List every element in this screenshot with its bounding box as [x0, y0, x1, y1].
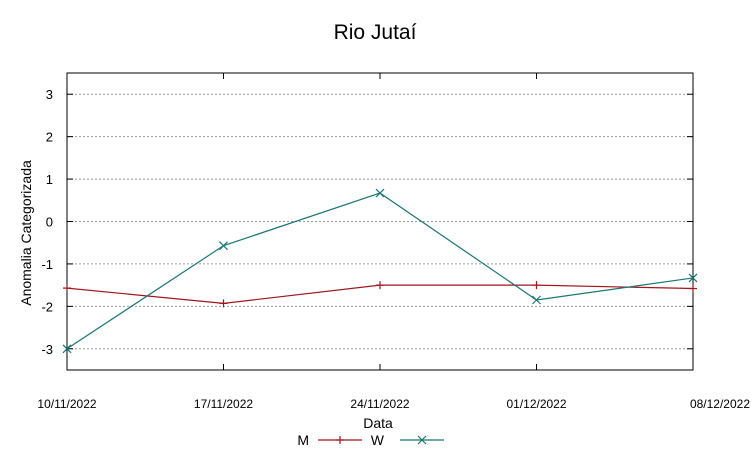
marker-stroke — [219, 241, 228, 251]
data-point-m — [376, 281, 384, 290]
series-line-w — [66, 192, 694, 350]
data-point-w — [688, 273, 698, 283]
legend-label-w: W — [371, 432, 385, 448]
data-point-w — [375, 188, 385, 198]
series-layer — [62, 188, 698, 354]
axis-ticks — [66, 73, 694, 370]
y-tick-label: -1 — [41, 257, 53, 272]
marker-stroke — [688, 273, 698, 283]
y-tick-label: 1 — [46, 172, 53, 187]
x-tick-label: 08/12/2022 — [690, 397, 750, 411]
marker-stroke — [62, 344, 72, 354]
x-tick-label: 17/11/2022 — [194, 397, 253, 411]
legend-label-m: M — [297, 432, 309, 448]
legend-marker-m — [336, 436, 344, 444]
chart-title: Rio Jutaí — [334, 21, 417, 44]
data-point-m — [689, 284, 697, 293]
data-point-m — [532, 281, 541, 290]
data-point-w — [532, 295, 541, 305]
data-point-w — [219, 241, 228, 251]
y-tick-label: 0 — [46, 215, 53, 230]
marker-stroke — [532, 295, 541, 305]
grid-lines — [67, 93, 693, 350]
y-tick-label: -3 — [41, 342, 53, 357]
y-tick-labels: -3 -2 -1 0 1 2 3 — [41, 87, 53, 357]
data-point-w — [62, 344, 72, 354]
legend-marker-w — [417, 435, 427, 445]
x-tick-label: 10/11/2022 — [37, 397, 96, 411]
marker-stroke — [375, 188, 385, 198]
x-tick-labels: 10/11/2022 17/11/2022 24/11/2022 01/12/2022… — [37, 397, 750, 411]
data-point-m — [219, 299, 228, 308]
x-tick-label: 24/11/2022 — [350, 397, 409, 411]
y-axis-label: Anomalia Categorizada — [18, 160, 34, 306]
marker-stroke — [417, 435, 427, 445]
y-tick-label: 3 — [46, 87, 53, 102]
y-tick-label: 2 — [46, 130, 53, 145]
x-axis-label: Data — [363, 415, 393, 431]
y-tick-label: -2 — [41, 299, 53, 314]
data-point-m — [63, 284, 71, 293]
x-tick-label: 01/12/2022 — [506, 397, 566, 411]
